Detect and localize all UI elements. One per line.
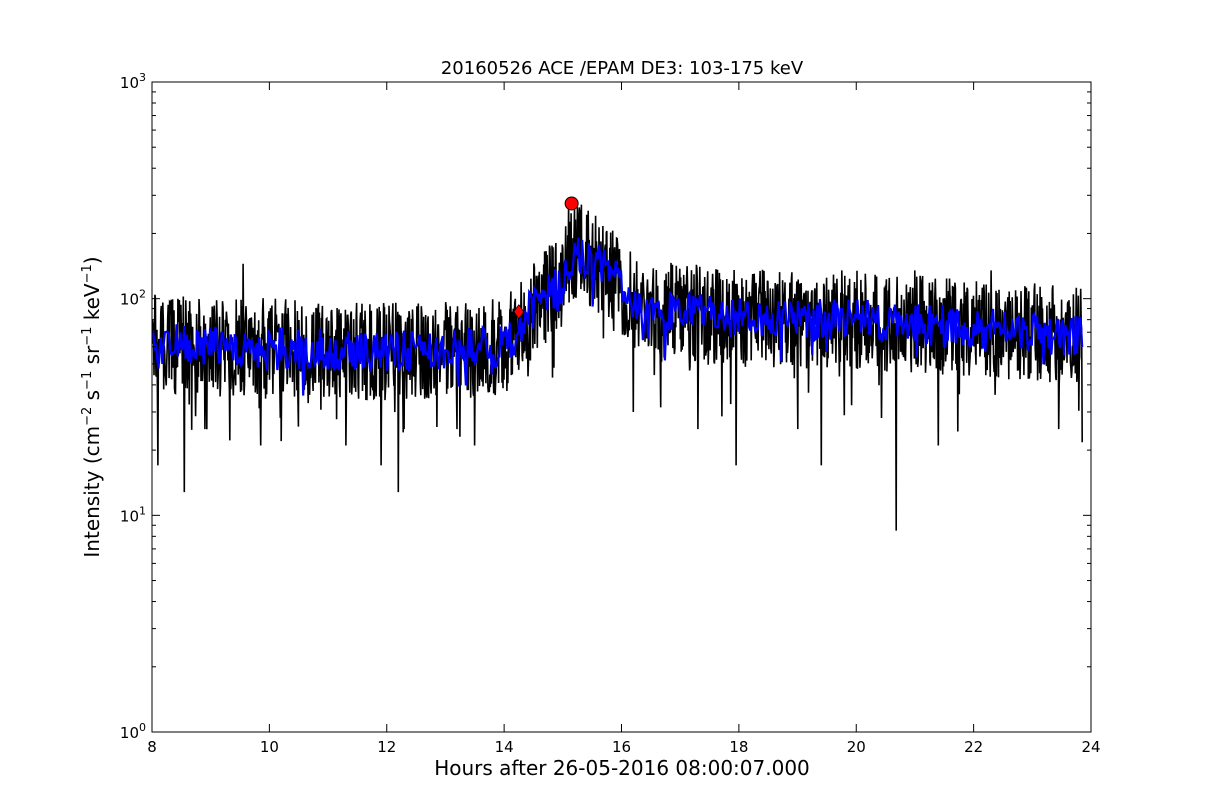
tick-layer: 8 10 12 14 16 18 20 22 24 100 101 102 103 [120, 71, 1101, 756]
marker-layer [513, 196, 579, 320]
x-tick-label: 22 [964, 738, 983, 756]
x-axis-label: Hours after 26-05-2016 08:00:07.000 [434, 756, 810, 780]
x-tick-label: 12 [377, 738, 396, 756]
x-tick-label: 8 [147, 738, 157, 756]
smoothed-intensity-series [152, 237, 1084, 396]
x-tick-label: 14 [495, 738, 514, 756]
y-tick-label: 103 [120, 71, 146, 92]
y-tick-label: 100 [120, 721, 146, 742]
y-tick-label: 101 [120, 504, 146, 525]
x-tick-label: 18 [729, 738, 748, 756]
onset-marker [513, 304, 525, 320]
x-tick-label: 10 [260, 738, 279, 756]
series-layer [152, 201, 1084, 531]
x-tick-label: 20 [847, 738, 866, 756]
y-axis-label: Intensity (cm−2 s−1 sr−1 keV−1) [80, 256, 104, 557]
y-tick-label: 102 [120, 288, 146, 309]
x-tick-label: 24 [1081, 738, 1100, 756]
x-tick-label: 16 [612, 738, 631, 756]
peak-marker [564, 196, 579, 211]
chart-title: 20160526 ACE /EPAM DE3: 103-175 keV [441, 58, 804, 79]
